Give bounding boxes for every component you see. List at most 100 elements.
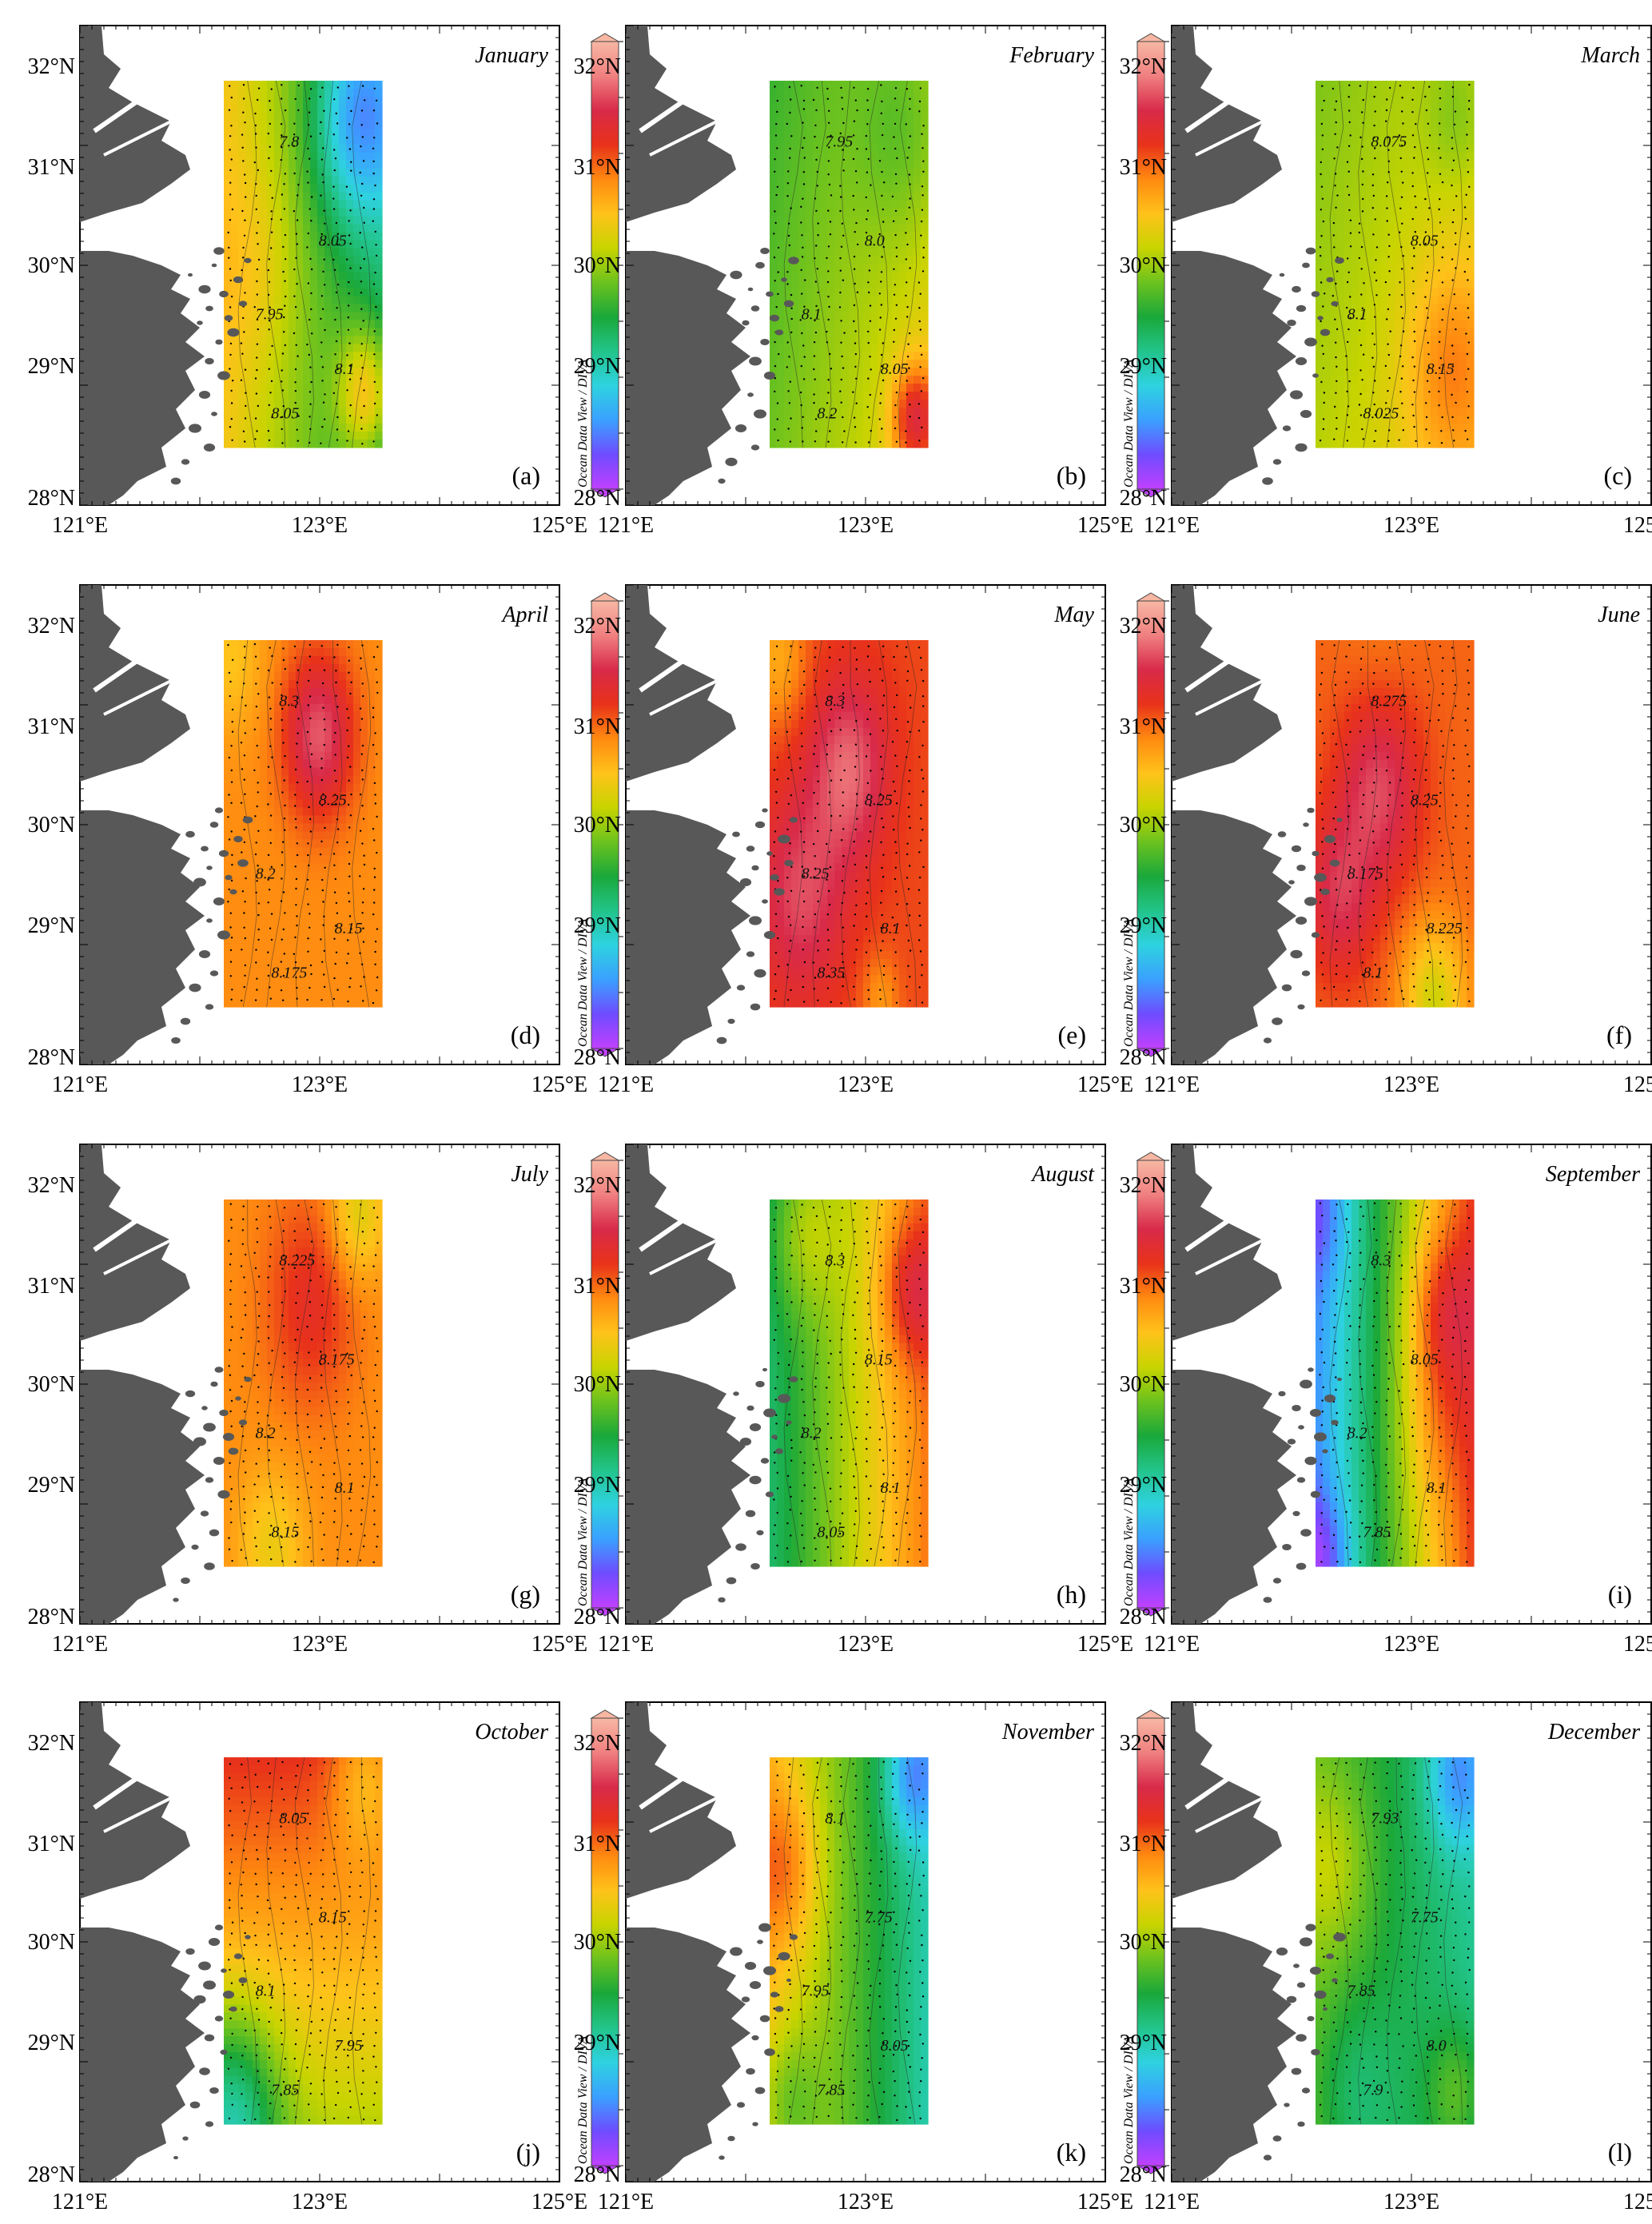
- x-tick-label: 121°E: [52, 2190, 108, 2214]
- y-tick-label: 30°N: [574, 1930, 621, 1955]
- x-tick-label: 123°E: [292, 2190, 348, 2214]
- contour-lines: [783, 1757, 918, 2125]
- x-tick-label: 123°E: [1383, 1632, 1439, 1657]
- contour-label: 8.1: [881, 1479, 901, 1497]
- panel-november: 8.1 7.75 7.95 8.05 7.85 32°N 31°N 30°N 29°N 28°N 1…: [574, 1701, 1199, 2214]
- y-tick-label: 32°N: [574, 1173, 621, 1198]
- x-tick-label: 121°E: [52, 1632, 108, 1657]
- contour-label: 8.175: [319, 1351, 355, 1369]
- panel-july: 8.225 8.175 8.2 8.1 8.15 32°N 31°N 30°N 29°N 28°N…: [28, 1144, 653, 1657]
- panel-letter: (c): [1603, 461, 1632, 490]
- station-dots: [773, 84, 925, 444]
- x-tick-label: 121°E: [598, 513, 654, 538]
- ph-field: [1316, 640, 1475, 1008]
- contour-lines: [783, 80, 918, 448]
- station-dots: [227, 84, 379, 445]
- contour-label: 8.025: [1363, 404, 1399, 422]
- land-mass: [80, 585, 253, 1064]
- odv-credit: Ocean Data View / DIVA: [1122, 1478, 1136, 1606]
- panel-may: 8.38.258.258.18.3532°N31°N30°N29°N28°N12…: [574, 584, 1199, 1097]
- x-tick-label: 121°E: [1144, 1072, 1200, 1097]
- month-title: January: [475, 43, 548, 68]
- y-tick-label: 30°N: [28, 253, 75, 278]
- contour-label: 8.35: [817, 964, 845, 981]
- axis-ticks: [79, 584, 560, 1065]
- x-tick-label: 123°E: [1383, 1072, 1439, 1097]
- y-tick-label: 31°N: [1120, 1832, 1167, 1856]
- panel-october: 8.05 8.15 8.1 7.95 7.85 32°N 31°N 30°N 29°N 28°N 1…: [28, 1701, 653, 2214]
- land-mass: [80, 26, 252, 505]
- contour-lines: [783, 1199, 918, 1567]
- contour-label: 8.05: [271, 404, 299, 422]
- panel-march: 8.075 8.05 8.1 8.15 8.025 32°N 31°N 30°N 29°N 28°…: [1120, 25, 1652, 538]
- ph-field: [224, 1757, 383, 2125]
- y-tick-label: 30°N: [1120, 1930, 1167, 1955]
- panel-february: 7.958.08.18.058.232°N31°N30°N29°N28°N121…: [574, 25, 1199, 538]
- contour-label: 8.05: [881, 360, 909, 378]
- contour-label: 8.075: [1371, 133, 1407, 151]
- month-title: June: [1598, 603, 1640, 627]
- land-mass: [80, 1702, 251, 2182]
- contour-label: 8.3: [825, 1252, 845, 1270]
- station-dots: [1319, 83, 1471, 444]
- month-title: October: [475, 1720, 548, 1745]
- panel-letter: (e): [1057, 1020, 1086, 1049]
- contour-label: 8.0: [865, 233, 885, 250]
- contour-label: 8.15: [335, 920, 363, 937]
- y-tick-label: 29°N: [28, 913, 75, 938]
- y-tick-label: 28°N: [574, 1605, 621, 1629]
- y-tick-label: 29°N: [28, 2031, 75, 2055]
- y-tick-label: 31°N: [28, 1832, 75, 1856]
- y-tick-label: 31°N: [1120, 1274, 1167, 1299]
- x-tick-label: 125°E: [1623, 1072, 1652, 1097]
- panel-letter: (f): [1606, 1020, 1632, 1049]
- panel-september: 8.3 8.05 8.2 8.1 7.85 32°N 31°N 30°N 29°N 28°N 121…: [1120, 1144, 1652, 1657]
- y-tick-label: 32°N: [1120, 614, 1167, 639]
- contour-label: 7.95: [802, 1982, 830, 1999]
- y-tick-label: 30°N: [574, 813, 621, 837]
- y-tick-label: 29°N: [28, 354, 75, 379]
- y-tick-label: 31°N: [574, 155, 621, 180]
- land-mass: [626, 1702, 798, 2182]
- odv-credit: Ocean Data View / DIVA: [576, 2036, 590, 2164]
- contour-label: 8.05: [1411, 1351, 1439, 1369]
- y-tick-label: 32°N: [28, 1173, 75, 1198]
- land-mass: [1172, 1702, 1346, 2182]
- contour-label: 7.85: [1347, 1982, 1375, 1999]
- odv-credit: Ocean Data View / DIVA: [576, 919, 590, 1047]
- ph-field: [770, 640, 929, 1008]
- contour-label: 8.0: [1427, 2037, 1447, 2055]
- y-tick-label: 28°N: [1120, 486, 1167, 511]
- contour-label: 7.85: [817, 2081, 845, 2099]
- y-tick-label: 30°N: [1120, 1372, 1167, 1397]
- colorbar: 8.48.38.28.187.97.87.77.6Ocean Data View…: [576, 1149, 653, 1620]
- contour-label: 8.225: [1427, 920, 1463, 937]
- station-dots: [1319, 643, 1471, 1003]
- contour-label: 7.85: [271, 2081, 299, 2099]
- contour-label: 8.2: [1347, 1424, 1367, 1442]
- axis-ticks: [625, 1701, 1106, 2182]
- y-tick-label: 31°N: [1120, 714, 1167, 739]
- x-tick-label: 125°E: [1077, 2190, 1133, 2214]
- y-tick-label: 31°N: [28, 714, 75, 739]
- axis-ticks: [1171, 1701, 1652, 2182]
- panel-letter: (h): [1057, 1580, 1086, 1609]
- odv-credit: Ocean Data View / DIVA: [1122, 2036, 1136, 2164]
- contour-label: 8.15: [319, 1909, 347, 1927]
- land-mass: [1172, 26, 1344, 505]
- x-tick-label: 125°E: [1623, 513, 1652, 538]
- y-tick-label: 32°N: [28, 1731, 75, 1756]
- y-tick-label: 29°N: [574, 913, 621, 938]
- x-tick-label: 125°E: [1623, 1632, 1652, 1657]
- contour-lines: [1329, 639, 1463, 1008]
- contour-lines: [783, 639, 918, 1008]
- contour-label: 8.1: [335, 360, 355, 378]
- contour-label: 8.05: [279, 1810, 307, 1828]
- y-tick-label: 30°N: [28, 813, 75, 837]
- y-tick-label: 30°N: [1120, 813, 1167, 837]
- panel-letter: (j): [516, 2138, 540, 2166]
- contour-lines: [1329, 1199, 1463, 1567]
- y-tick-label: 29°N: [574, 2031, 621, 2055]
- contour-lines: [237, 80, 372, 448]
